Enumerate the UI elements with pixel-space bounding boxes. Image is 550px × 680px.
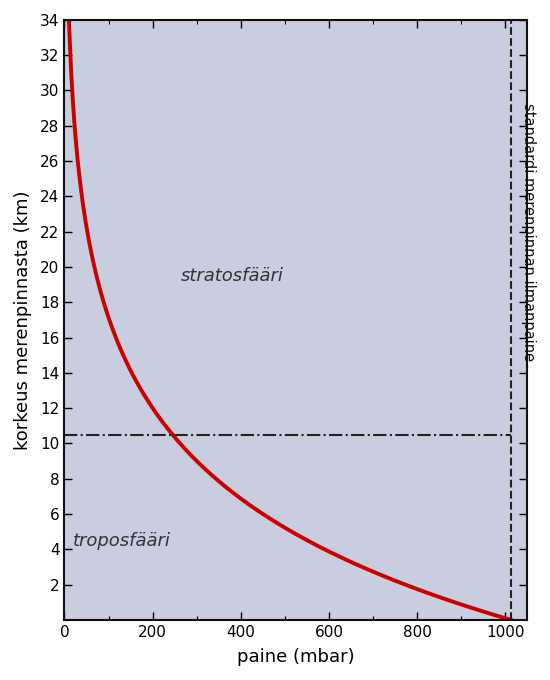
Text: stratosfääri: stratosfääri <box>180 267 283 285</box>
Text: troposfääri: troposfääri <box>73 532 170 549</box>
X-axis label: paine (mbar): paine (mbar) <box>237 648 355 666</box>
Text: standardi merenpinnan ilmanpaine: standardi merenpinnan ilmanpaine <box>521 103 536 360</box>
Y-axis label: korkeus merenpinnasta (km): korkeus merenpinnasta (km) <box>14 190 32 449</box>
